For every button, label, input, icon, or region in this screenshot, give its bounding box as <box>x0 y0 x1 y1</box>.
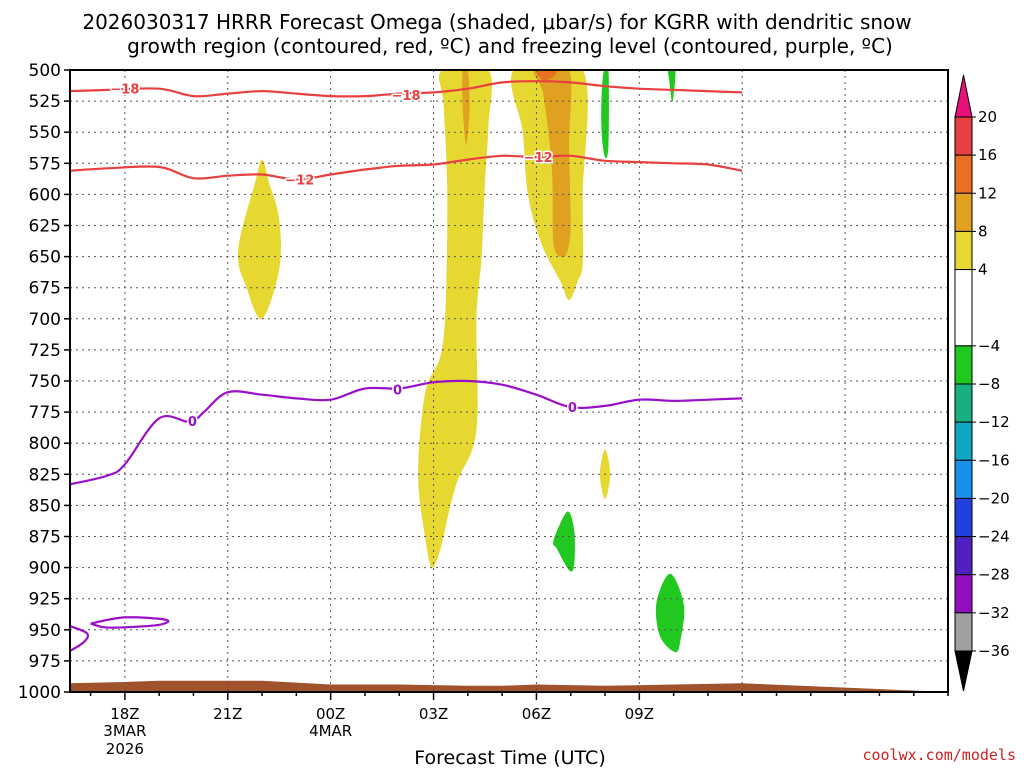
ytick-label-925: 925 <box>29 590 61 610</box>
colorbar-bin-12-16 <box>954 154 973 194</box>
colorbar-label--28: −28 <box>978 566 1010 584</box>
colorbar-label--20: −20 <box>978 489 1010 507</box>
colorbar-bin--12--8 <box>954 383 973 423</box>
colorbar-label--16: −16 <box>978 451 1010 469</box>
ytick-label-550: 550 <box>29 123 61 143</box>
xtick-label-18Z: 18Z <box>110 705 139 723</box>
freezing-contour-0 <box>70 379 743 486</box>
ground-profile <box>70 680 948 692</box>
ytick-label-600: 600 <box>29 185 61 205</box>
ytick-label-850: 850 <box>29 496 61 516</box>
ytick-label-700: 700 <box>29 310 61 330</box>
ytick-label-575: 575 <box>29 154 61 174</box>
y-axis: 500 525 550 575 600 625 650 675 700 725 750 775 800 8… <box>18 61 70 703</box>
ytick-label-800: 800 <box>29 434 61 454</box>
xtick-label-09Z: 09Z <box>625 705 654 723</box>
ytick-label-1000: 1000 <box>18 683 61 703</box>
ytick-label-750: 750 <box>29 372 61 392</box>
colorbar-label-12: 12 <box>978 184 997 202</box>
omega-region-darkyellow-core-06z <box>533 70 572 257</box>
colorbar-label--8: −8 <box>978 375 1000 393</box>
colorbar-bin--24--20 <box>954 497 973 538</box>
ytick-label-825: 825 <box>29 465 61 485</box>
colorbar-label-16: 16 <box>978 146 997 164</box>
colorbar-bin--8--4 <box>954 345 973 385</box>
xtick-label-00Z: 00Z <box>316 705 345 723</box>
colorbar-bin--4-4 <box>954 269 973 347</box>
colorbar-bin--20--16 <box>954 459 973 499</box>
freezing-contour-label-0-0: 0 <box>188 415 197 430</box>
freezing-contour-1 <box>70 625 90 652</box>
ytick-label-725: 725 <box>29 341 61 361</box>
contour-label-layer: −18 −18 −12 −12 0 0 0 <box>109 81 579 431</box>
ytick-label-525: 525 <box>29 92 61 112</box>
omega-region-orange-core-06z <box>536 70 557 81</box>
omega-region-green-streak-10z <box>668 70 676 102</box>
colorbar-label--24: −24 <box>978 528 1010 546</box>
colorbar-label--12: −12 <box>978 413 1010 431</box>
colorbar-bin--32--28 <box>954 574 973 614</box>
xtick-sublabel-2026: 2026 <box>106 740 144 758</box>
omega-region-yellow-blob-22z <box>237 159 281 320</box>
xtick-label-06Z: 06Z <box>522 705 551 723</box>
xtick-label-21Z: 21Z <box>213 705 242 723</box>
credit-text: coolwx.com/models <box>862 746 1016 764</box>
colorbar-bin-4-8 <box>954 230 973 271</box>
xtick-sublabel-4MAR: 4MAR <box>309 722 352 740</box>
freezing-contour-2 <box>90 616 170 629</box>
chart-title-line1: 2026030317 HRRR Forecast Omega (shaded, … <box>82 10 911 34</box>
colorbar-bin--28--24 <box>954 536 973 576</box>
ytick-label-500: 500 <box>29 61 61 81</box>
colorbar: 20 16 12 8 4 −4 −8 −12 −16 −20 −24 −28 −32 −36 <box>954 74 1010 692</box>
colorbar-label-8: 8 <box>978 222 988 240</box>
omega-region-green-blob-07z <box>553 511 575 572</box>
xtick-label-03Z: 03Z <box>419 705 448 723</box>
dgz-contour-0 <box>70 80 743 98</box>
freezing-contour-label-0-1: 0 <box>393 384 402 399</box>
ytick-label-650: 650 <box>29 248 61 268</box>
omega-region-green-blob-10z <box>655 573 685 653</box>
colorbar-top-arrow <box>954 74 973 118</box>
contour-layer <box>70 80 743 652</box>
colorbar-bin-16-20 <box>954 116 973 156</box>
colorbar-bin-8-12 <box>954 192 973 232</box>
ground-layer <box>70 680 948 692</box>
dgz-contour-label-0-0: −18 <box>110 83 139 98</box>
ytick-label-625: 625 <box>29 217 61 237</box>
dgz-contour-label-0-1: −18 <box>392 89 421 104</box>
x-axis-label: Forecast Time (UTC) <box>414 747 605 768</box>
colorbar-label--36: −36 <box>978 642 1010 660</box>
ytick-label-975: 975 <box>29 652 61 672</box>
omega-region-green-streak-08z <box>601 70 609 159</box>
colorbar-label--32: −32 <box>978 604 1010 622</box>
colorbar-bin--16--12 <box>954 421 973 461</box>
chart-title-line2: growth region (contoured, red, ºC) and f… <box>127 34 893 58</box>
colorbar-bottom-arrow <box>954 650 973 692</box>
ytick-label-875: 875 <box>29 528 61 548</box>
colorbar-label--4: −4 <box>978 337 1000 355</box>
ytick-label-675: 675 <box>29 279 61 299</box>
colorbar-bin--36--32 <box>954 612 973 652</box>
colorbar-label-4: 4 <box>978 261 988 279</box>
dgz-contour-label-1-1: −12 <box>524 151 553 166</box>
dgz-contour-1 <box>70 154 743 181</box>
ytick-label-775: 775 <box>29 403 61 423</box>
colorbar-label-20: 20 <box>978 108 997 126</box>
ytick-label-950: 950 <box>29 621 61 641</box>
ytick-label-900: 900 <box>29 559 61 579</box>
dgz-contour-label-1-0: −12 <box>285 173 314 188</box>
xtick-sublabel-3MAR: 3MAR <box>103 722 146 740</box>
freezing-contour-label-0-2: 0 <box>568 401 577 416</box>
